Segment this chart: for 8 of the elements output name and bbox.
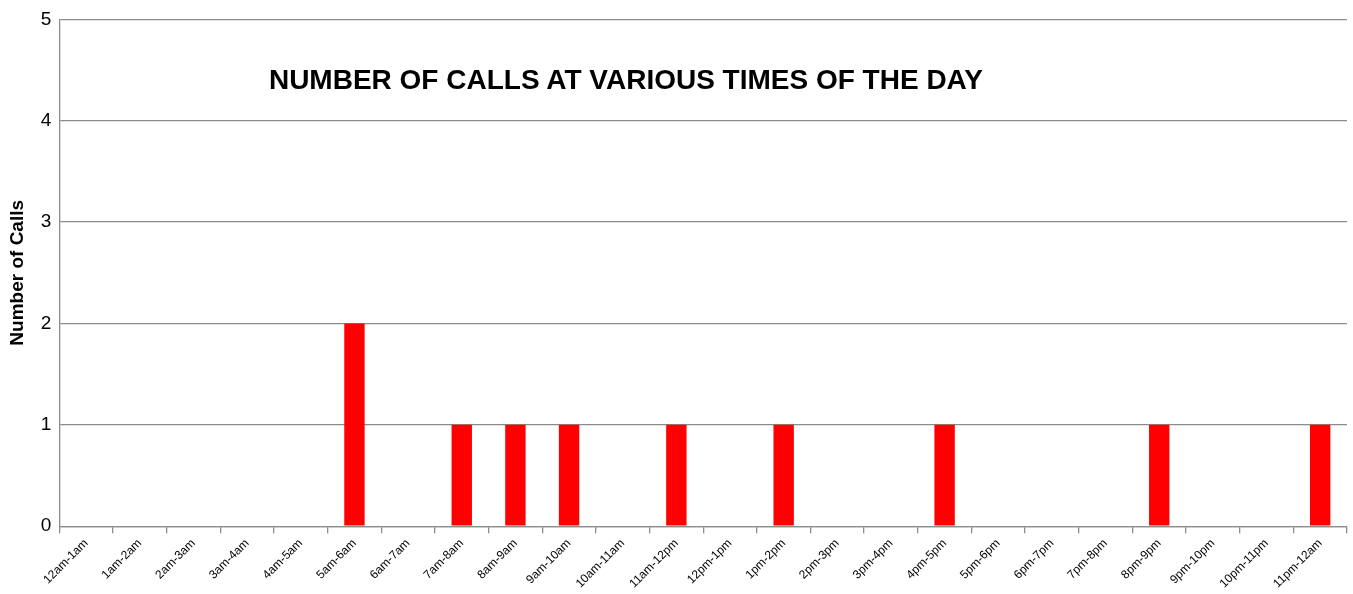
y-tick-label: 3 bbox=[40, 210, 52, 232]
y-tick-label: 5 bbox=[40, 7, 52, 29]
text: NUMBER OF CALLS AT VARIOUS TIMES OF THE DAY bbox=[268, 64, 984, 96]
y-tick-label: 0 bbox=[40, 514, 52, 536]
y-axis-title: Number of Calls bbox=[5, 199, 27, 346]
y-tick-label: 4 bbox=[40, 108, 52, 130]
y-tick-label: 1 bbox=[40, 413, 52, 435]
y-tick-label: 2 bbox=[40, 311, 52, 333]
